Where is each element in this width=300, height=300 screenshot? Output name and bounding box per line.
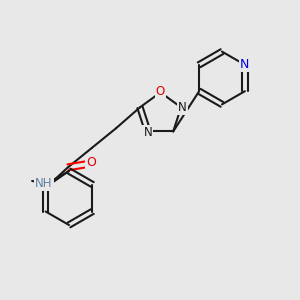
- Text: NH: NH: [35, 177, 53, 190]
- Text: N: N: [143, 126, 152, 139]
- Text: O: O: [86, 156, 96, 169]
- Text: N: N: [240, 58, 250, 71]
- Text: O: O: [156, 85, 165, 98]
- Text: N: N: [178, 101, 187, 114]
